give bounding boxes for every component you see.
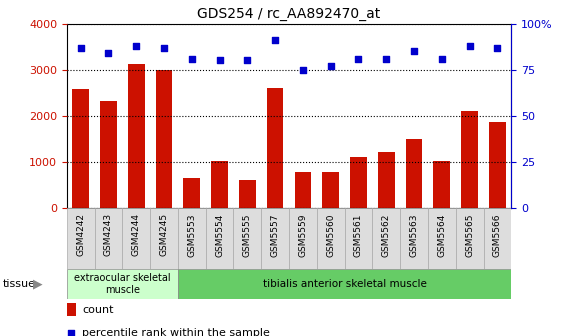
Text: GSM5560: GSM5560 — [326, 213, 335, 257]
FancyBboxPatch shape — [345, 208, 372, 269]
FancyBboxPatch shape — [317, 208, 345, 269]
Text: GSM5563: GSM5563 — [410, 213, 418, 257]
Bar — [322, 172, 339, 208]
Bar — [350, 157, 367, 208]
FancyBboxPatch shape — [123, 208, 150, 269]
Title: GDS254 / rc_AA892470_at: GDS254 / rc_AA892470_at — [198, 7, 381, 21]
Point — [298, 67, 307, 73]
FancyBboxPatch shape — [234, 208, 261, 269]
Bar — [489, 122, 505, 208]
Text: GSM5557: GSM5557 — [271, 213, 279, 257]
Point — [214, 231, 223, 236]
Bar — [211, 161, 228, 208]
Point — [354, 56, 363, 61]
Point — [159, 45, 168, 50]
FancyBboxPatch shape — [178, 208, 206, 269]
Bar — [100, 101, 117, 208]
Point — [104, 50, 113, 56]
Point — [215, 58, 224, 63]
Text: extraocular skeletal
muscle: extraocular skeletal muscle — [74, 273, 171, 295]
Text: GSM4242: GSM4242 — [76, 213, 85, 256]
Text: GSM5561: GSM5561 — [354, 213, 363, 257]
Text: GSM5555: GSM5555 — [243, 213, 252, 257]
Text: GSM4245: GSM4245 — [160, 213, 168, 256]
Text: GSM5554: GSM5554 — [215, 213, 224, 256]
Point — [187, 56, 196, 61]
Bar — [378, 152, 394, 208]
FancyBboxPatch shape — [372, 208, 400, 269]
Bar — [267, 88, 284, 208]
Point — [243, 58, 252, 63]
Point — [76, 45, 85, 50]
Text: count: count — [83, 304, 114, 314]
Text: GSM4243: GSM4243 — [104, 213, 113, 256]
FancyBboxPatch shape — [428, 208, 456, 269]
Bar — [406, 139, 422, 208]
Point — [493, 45, 502, 50]
Point — [382, 56, 391, 61]
FancyBboxPatch shape — [67, 208, 95, 269]
Text: GSM5565: GSM5565 — [465, 213, 474, 257]
Text: GSM5566: GSM5566 — [493, 213, 502, 257]
Text: ▶: ▶ — [33, 278, 42, 290]
FancyBboxPatch shape — [67, 269, 178, 299]
FancyBboxPatch shape — [150, 208, 178, 269]
FancyBboxPatch shape — [456, 208, 483, 269]
Bar — [461, 111, 478, 208]
Point — [271, 38, 280, 43]
FancyBboxPatch shape — [483, 208, 511, 269]
Bar — [156, 70, 173, 208]
FancyBboxPatch shape — [95, 208, 123, 269]
FancyBboxPatch shape — [206, 208, 234, 269]
Text: GSM5564: GSM5564 — [437, 213, 446, 256]
Bar — [433, 161, 450, 208]
Text: GSM5559: GSM5559 — [299, 213, 307, 257]
FancyBboxPatch shape — [178, 269, 511, 299]
FancyBboxPatch shape — [261, 208, 289, 269]
FancyBboxPatch shape — [289, 208, 317, 269]
Text: GSM5562: GSM5562 — [382, 213, 391, 256]
Text: GSM4244: GSM4244 — [132, 213, 141, 256]
Bar — [128, 64, 145, 208]
Text: tissue: tissue — [3, 279, 36, 289]
Text: GSM5553: GSM5553 — [187, 213, 196, 257]
Bar — [295, 172, 311, 208]
Point — [437, 56, 446, 61]
Point — [132, 43, 141, 48]
Bar — [73, 89, 89, 208]
Text: percentile rank within the sample: percentile rank within the sample — [83, 328, 270, 336]
Bar — [239, 180, 256, 208]
Point — [465, 43, 474, 48]
Text: tibialis anterior skeletal muscle: tibialis anterior skeletal muscle — [263, 279, 426, 289]
Bar — [67, 303, 76, 316]
FancyBboxPatch shape — [400, 208, 428, 269]
Bar — [184, 178, 200, 208]
Point — [410, 49, 419, 54]
Point — [326, 63, 335, 69]
